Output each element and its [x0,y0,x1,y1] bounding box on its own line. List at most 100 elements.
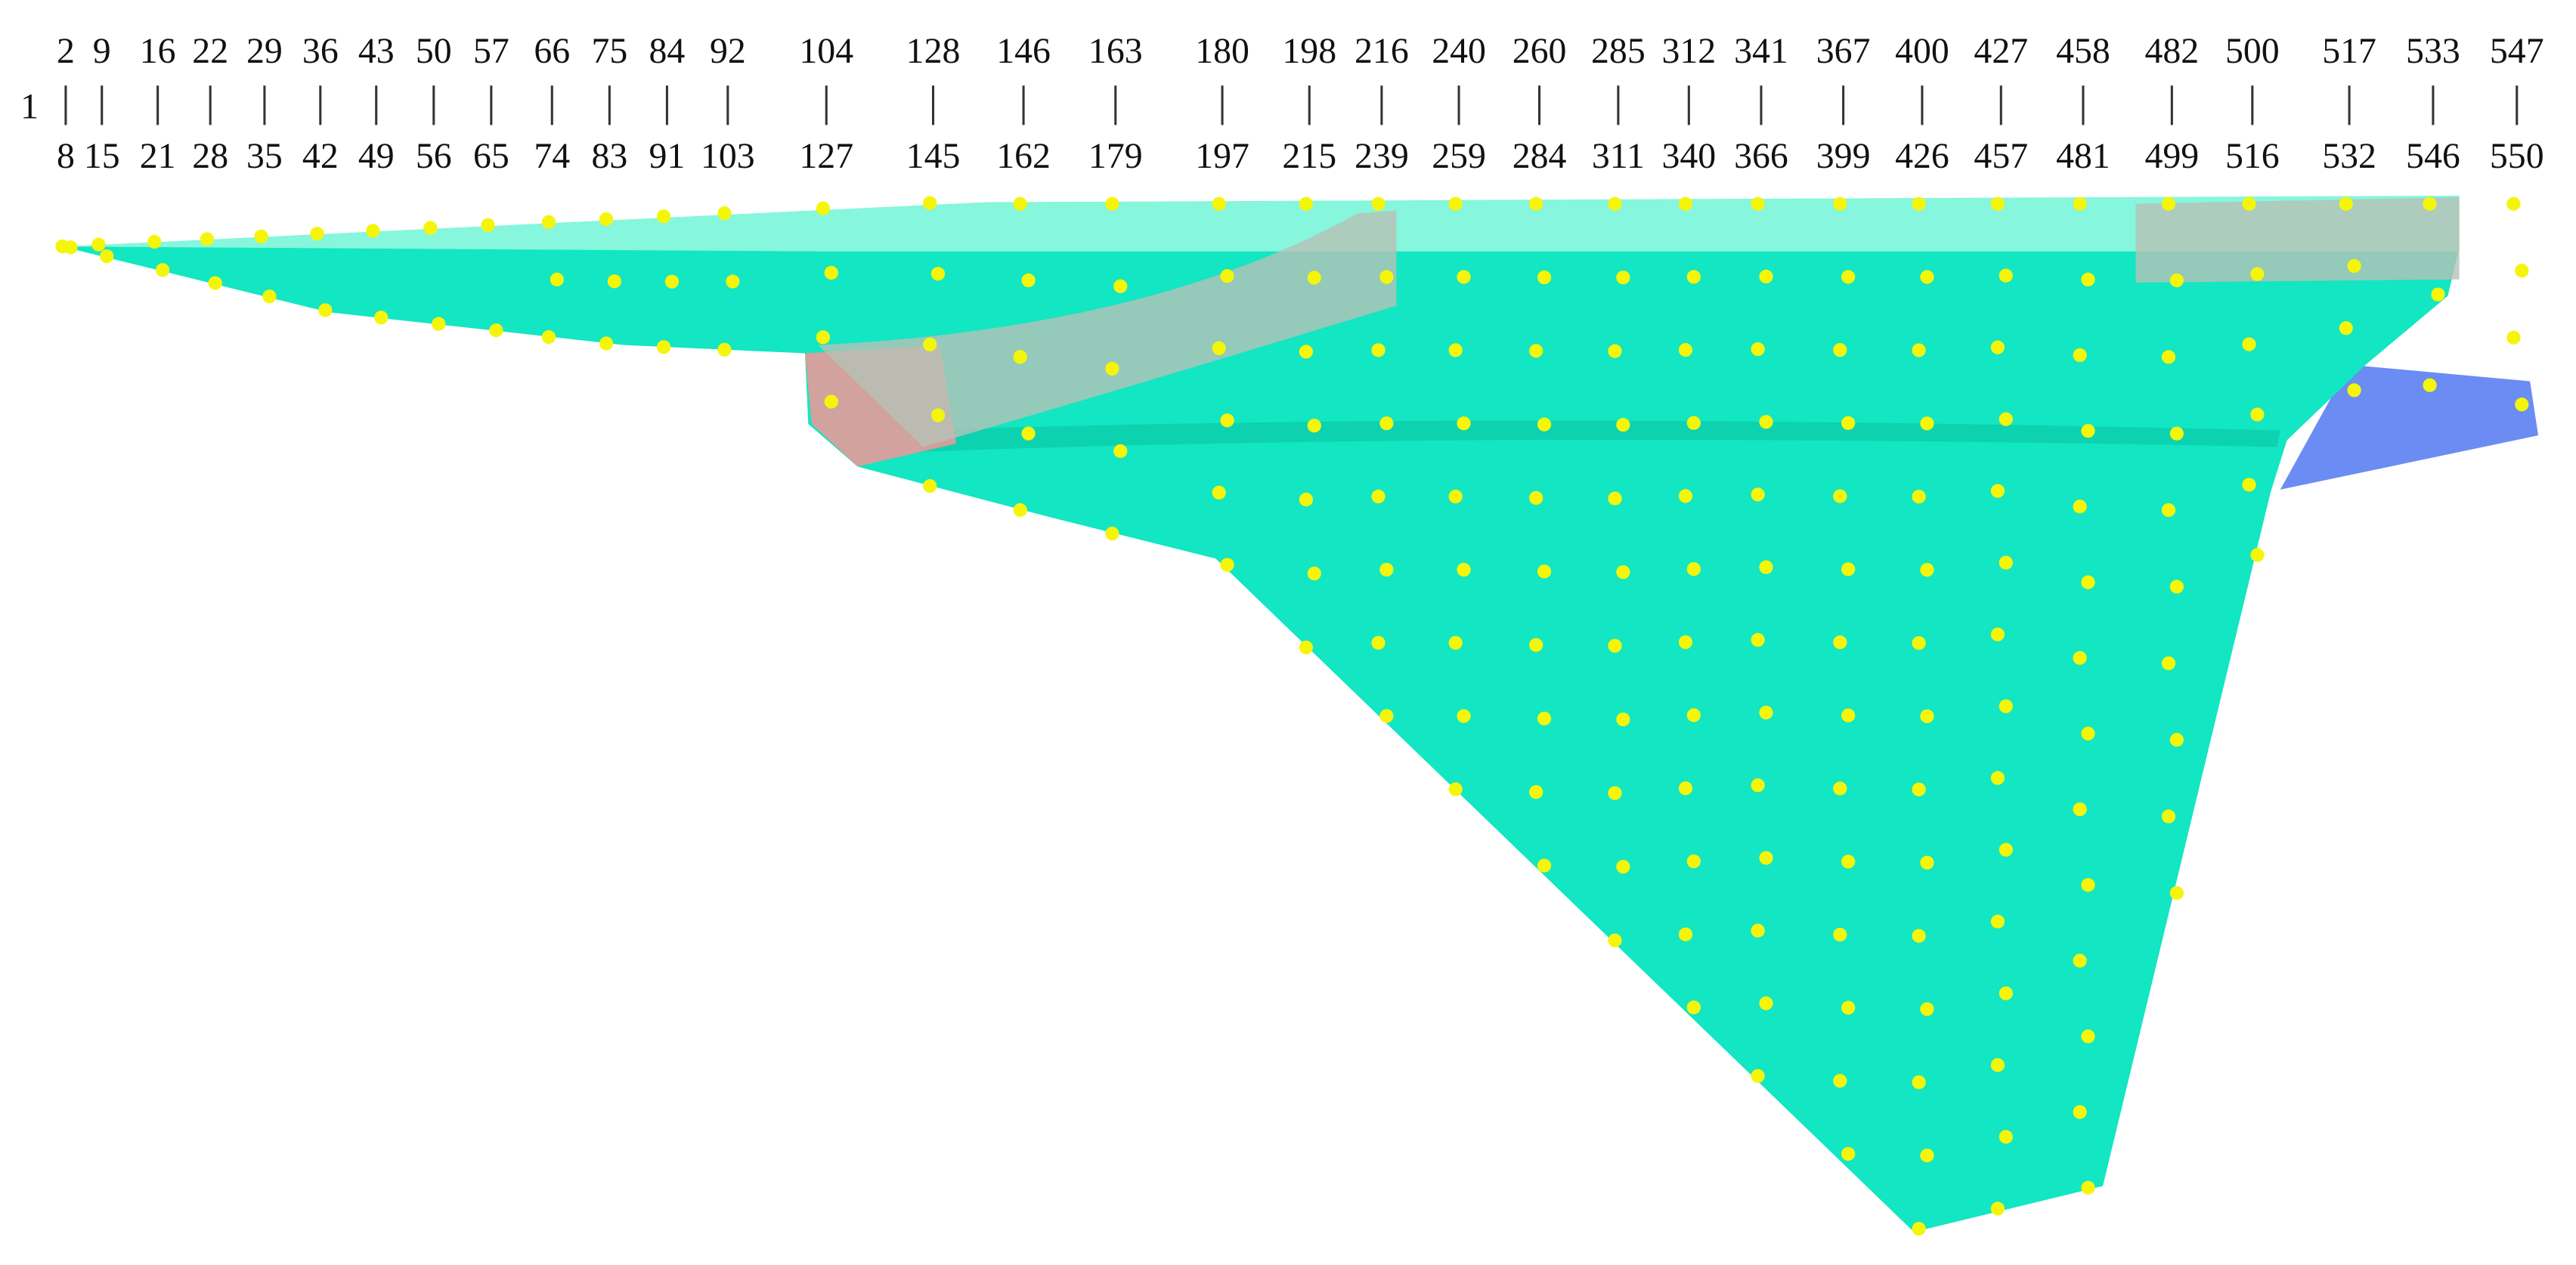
station-label: 312 [1661,31,1716,71]
grid-point [1608,933,1622,948]
grid-point [1608,639,1622,653]
grid-point [208,276,222,290]
grid-point [1013,503,1027,518]
grid-point [1751,342,1765,357]
grid-point [1990,914,2005,929]
grid-point [1999,986,2013,1001]
grid-point [1608,786,1622,800]
grid-point [262,289,277,304]
station-label: 21 [140,136,176,176]
grid-point [1448,343,1463,357]
station-label: 400 [1895,31,1949,71]
grid-point [2169,426,2184,441]
grid-point [2081,1180,2095,1195]
station-label: 215 [1282,136,1336,176]
station-label: 28 [192,136,228,176]
station-label: 146 [996,31,1051,71]
grid-point [656,209,671,224]
station-label: 341 [1734,31,1788,71]
upper-surface [62,195,2460,252]
grid-point [550,272,564,287]
station-label: 16 [140,31,176,71]
grid-point [1537,858,1552,873]
grid-point [1448,636,1463,650]
grid-point [1608,196,1622,211]
grid-point [91,237,106,252]
station-label: 49 [358,136,395,176]
station-label: 22 [192,31,228,71]
grid-point [1608,344,1622,358]
aircraft [62,195,2539,1233]
grid-point [1220,413,1234,428]
grid-point [1013,196,1027,211]
grid-point [923,478,937,493]
station-label: 198 [1282,31,1336,71]
grid-point [1841,416,1856,430]
station-label: 43 [358,31,395,71]
grid-point [1759,851,1773,865]
grid-point [1833,196,1847,211]
grid-point [816,201,831,215]
station-label: 127 [799,136,853,176]
grid-point [2250,548,2265,562]
grid-point [1999,843,2013,857]
grid-point [1616,712,1630,727]
station-label: 56 [416,136,452,176]
grid-point [1999,699,2013,713]
grid-point [1448,782,1463,796]
grid-point [2081,1029,2095,1044]
grid-point [541,329,556,345]
grid-point [1105,361,1119,376]
station-label: 516 [2225,136,2280,176]
grid-point [1920,709,1934,723]
blue-tail [2280,364,2539,490]
grid-point [2242,337,2256,351]
grid-point [2161,350,2176,364]
grid-point [2250,267,2265,281]
grid-point [2169,732,2184,747]
grid-point [1529,196,1543,211]
grid-point [1751,778,1765,793]
grid-point [1833,489,1847,503]
grid-point [1990,196,2005,211]
station-label: 458 [2056,31,2110,71]
grid-point [1299,345,1314,359]
grid-point [1212,341,1226,355]
grid-point [1841,1146,1856,1161]
grid-point [1616,418,1630,432]
grid-point [1751,487,1765,502]
station-label: 65 [473,136,509,176]
station-label: 547 [2490,31,2544,71]
grid-point [254,229,268,243]
grid-point [2073,1105,2087,1119]
grid-point [1105,526,1119,541]
grid-point [1912,929,1926,943]
grid-point [1759,996,1773,1010]
grid-point [1686,561,1701,577]
grid-point [2161,196,2176,211]
station-label: 285 [1591,31,1646,71]
grid-point [1920,855,1934,870]
grid-point [1912,196,1926,211]
grid-point [2169,580,2184,594]
station-label: 457 [1974,136,2028,176]
grid-point [1833,343,1847,357]
station-label: 259 [1432,136,1486,176]
grid-point [200,232,214,246]
grid-point [2081,424,2095,438]
grid-point [2161,656,2176,670]
grid-point [2339,321,2353,336]
grid-point [318,303,333,317]
grid-point [2073,651,2087,665]
grid-point [2250,407,2265,422]
grid-point [2169,273,2184,288]
grid-point [1833,1074,1847,1088]
station-label: 66 [534,31,570,71]
station-label: 2 [57,31,75,71]
grid-point [824,394,838,409]
grid-point [1537,564,1552,579]
station-label: 499 [2144,136,2199,176]
grid-point [1220,269,1234,283]
grid-point [1678,489,1693,503]
